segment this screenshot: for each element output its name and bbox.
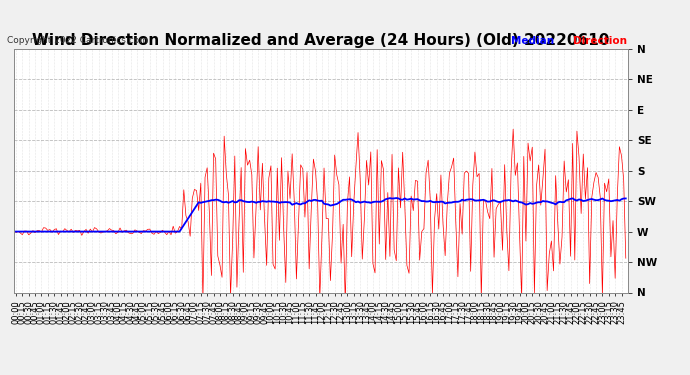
Title: Wind Direction Normalized and Average (24 Hours) (Old) 20220610: Wind Direction Normalized and Average (2… [32, 33, 609, 48]
Text: Median: Median [511, 36, 553, 46]
Text: Copyright 2022 Cartronics.com: Copyright 2022 Cartronics.com [7, 36, 148, 45]
Text: Direction: Direction [573, 36, 627, 46]
